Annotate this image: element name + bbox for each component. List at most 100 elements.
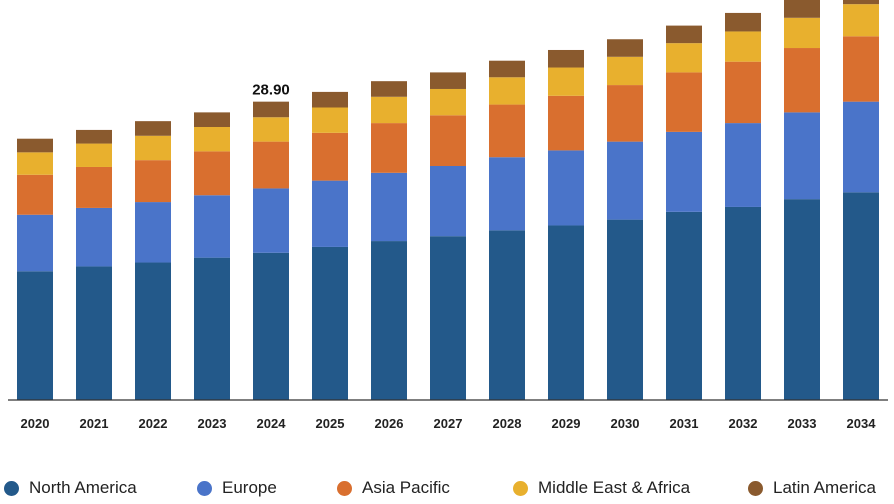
x-tick-label-2032: 2032 <box>729 416 758 431</box>
bar-segment-2025-europe <box>312 180 348 247</box>
bar-segment-2021-latin-america <box>76 129 112 144</box>
bar-segment-2024-europe <box>253 188 289 253</box>
bar-segment-2024-middle-east-africa <box>253 117 289 142</box>
bar-segment-2033-europe <box>784 112 820 200</box>
bar-segment-2020-europe <box>17 214 53 272</box>
x-tick-label-2021: 2021 <box>80 416 109 431</box>
x-tick-label-2033: 2033 <box>788 416 817 431</box>
bar-segment-2028-asia-pacific <box>489 104 525 158</box>
bar-segment-2022-north-america <box>135 262 171 400</box>
bar-segment-2034-asia-pacific <box>843 36 879 102</box>
bar-segment-2029-asia-pacific <box>548 95 584 151</box>
legend-item-asia-pacific: Asia Pacific <box>337 478 450 498</box>
legend-item-middle-east-africa: Middle East & Africa <box>513 478 690 498</box>
bar-segment-2031-latin-america <box>666 25 702 44</box>
bar-segment-2030-middle-east-africa <box>607 56 643 86</box>
bar-segment-2020-asia-pacific <box>17 174 53 215</box>
legend-swatch-icon <box>513 480 528 496</box>
bar-segment-2020-north-america <box>17 271 53 400</box>
bar-segment-2034-europe <box>843 101 879 193</box>
legend-swatch-icon <box>197 480 212 496</box>
bar-segment-2030-north-america <box>607 219 643 400</box>
x-tick-label-2022: 2022 <box>139 416 168 431</box>
bar-segment-2032-middle-east-africa <box>725 31 761 62</box>
legend: North America Europe Asia Pacific Middle Ea… <box>0 478 894 504</box>
legend-label: North America <box>29 478 137 497</box>
bar-segment-2033-middle-east-africa <box>784 17 820 49</box>
bar-segment-2034-north-america <box>843 192 879 400</box>
bar-segment-2020-latin-america <box>17 138 53 153</box>
bar-segment-2023-asia-pacific <box>194 151 230 196</box>
bar-segment-2023-europe <box>194 195 230 258</box>
x-tick-label-2024: 2024 <box>257 416 287 431</box>
bar-segment-2023-latin-america <box>194 112 230 127</box>
bar-segment-2031-europe <box>666 131 702 212</box>
x-tick-label-2030: 2030 <box>611 416 640 431</box>
data-label-2024: 28.90 <box>252 82 290 99</box>
bar-segment-2032-asia-pacific <box>725 61 761 124</box>
legend-label: Middle East & Africa <box>538 478 691 497</box>
legend-label: Asia Pacific <box>362 478 450 497</box>
x-tick-label-2034: 2034 <box>847 416 877 431</box>
bar-segment-2032-north-america <box>725 206 761 400</box>
x-tick-label-2026: 2026 <box>375 416 404 431</box>
legend-item-north-america: North America <box>4 478 137 498</box>
bar-segment-2031-middle-east-africa <box>666 43 702 73</box>
x-tick-label-2031: 2031 <box>670 416 699 431</box>
bar-segment-2033-north-america <box>784 199 820 400</box>
bar-segment-2030-europe <box>607 141 643 220</box>
x-tick-label-2020: 2020 <box>21 416 50 431</box>
bar-segment-2026-asia-pacific <box>371 123 407 173</box>
bar-segment-2028-europe <box>489 157 525 231</box>
legend-swatch-icon <box>337 480 352 496</box>
bar-segment-2020-middle-east-africa <box>17 152 53 175</box>
bar-segment-2025-north-america <box>312 246 348 400</box>
bar-segment-2021-north-america <box>76 266 112 400</box>
bars-group <box>17 0 879 400</box>
bar-segment-2032-latin-america <box>725 12 761 32</box>
bar-segment-2032-europe <box>725 123 761 207</box>
bar-segment-2022-middle-east-africa <box>135 135 171 161</box>
bar-segment-2021-middle-east-africa <box>76 143 112 167</box>
x-tick-label-2029: 2029 <box>552 416 581 431</box>
bar-segment-2025-latin-america <box>312 91 348 108</box>
bar-segment-2034-middle-east-africa <box>843 4 879 37</box>
x-tick-label-2023: 2023 <box>198 416 227 431</box>
legend-item-europe: Europe <box>197 478 277 498</box>
bar-segment-2026-latin-america <box>371 81 407 97</box>
bar-segment-2029-middle-east-africa <box>548 67 584 96</box>
bar-segment-2027-europe <box>430 166 466 237</box>
legend-label: Latin America <box>773 478 876 497</box>
bar-segment-2026-europe <box>371 172 407 242</box>
bar-segment-2027-asia-pacific <box>430 115 466 166</box>
annotations-group: 28.90 <box>252 82 290 99</box>
legend-item-latin-america: Latin America <box>748 478 876 498</box>
bar-segment-2024-north-america <box>253 252 289 400</box>
bar-segment-2022-asia-pacific <box>135 160 171 203</box>
bar-segment-2025-asia-pacific <box>312 132 348 181</box>
bar-segment-2022-latin-america <box>135 121 171 136</box>
bar-segment-2034-latin-america <box>843 0 879 5</box>
bar-segment-2033-latin-america <box>784 0 820 18</box>
bar-segment-2029-latin-america <box>548 49 584 68</box>
bar-segment-2024-latin-america <box>253 101 289 118</box>
legend-label: Europe <box>222 478 277 497</box>
bar-segment-2029-europe <box>548 150 584 226</box>
bar-segment-2026-middle-east-africa <box>371 96 407 124</box>
legend-swatch-icon <box>748 480 763 496</box>
bar-segment-2031-asia-pacific <box>666 72 702 132</box>
bar-segment-2022-europe <box>135 202 171 263</box>
x-tick-labels: 2020 2021 2022 2023 2024 2025 2026 2027 2028 2029… <box>21 416 877 431</box>
bar-segment-2026-north-america <box>371 241 407 400</box>
bar-segment-2021-europe <box>76 207 112 267</box>
bar-segment-2021-asia-pacific <box>76 166 112 208</box>
x-tick-label-2025: 2025 <box>316 416 345 431</box>
stacked-bar-chart: 28.90 2020 2021 2022 2023 2024 2025 2026 2027 20… <box>8 0 888 431</box>
bar-segment-2027-middle-east-africa <box>430 88 466 116</box>
bar-segment-2027-latin-america <box>430 72 466 89</box>
x-tick-label-2028: 2028 <box>493 416 522 431</box>
bar-segment-2025-middle-east-africa <box>312 107 348 133</box>
bar-segment-2030-asia-pacific <box>607 85 643 142</box>
bar-segment-2030-latin-america <box>607 39 643 57</box>
bar-segment-2023-middle-east-africa <box>194 127 230 152</box>
